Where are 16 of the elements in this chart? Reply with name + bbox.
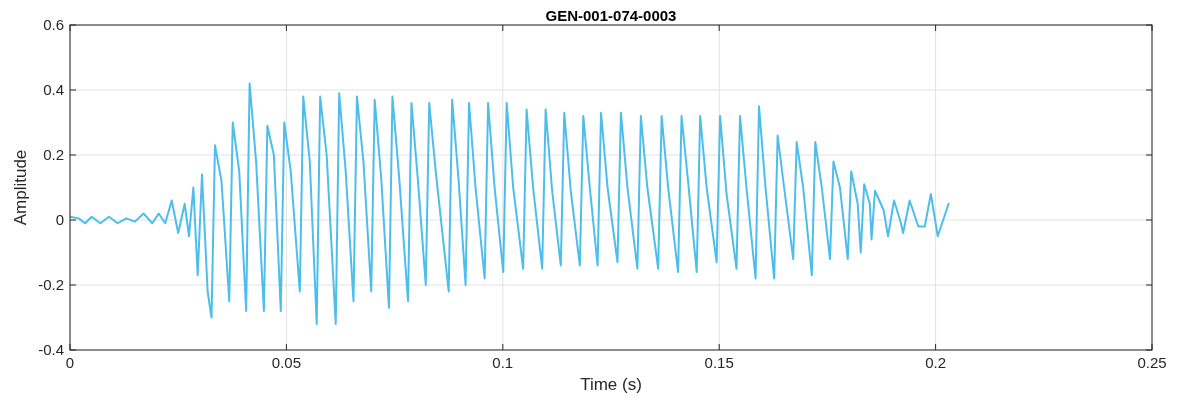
chart-title: GEN-001-074-0003	[545, 7, 677, 24]
x-tick-label: 0.2	[925, 354, 947, 371]
x-tick-label: 0.05	[271, 354, 301, 371]
line-series	[70, 82, 950, 325]
y-tick-label: -0.4	[38, 341, 64, 358]
y-tick-label: 0.4	[43, 81, 64, 98]
x-tick-label: 0.25	[1137, 354, 1167, 371]
x-tick-label: 0.15	[704, 354, 734, 371]
y-tick-label: 0.6	[43, 16, 64, 33]
x-tick-label: 0.1	[492, 354, 514, 371]
y-tick-label: 0	[55, 211, 64, 228]
x-axis-title: Time (s)	[580, 375, 642, 394]
y-axis-title: Amplitude	[11, 149, 30, 226]
x-tick-label: 0	[65, 354, 75, 371]
y-tick-label: 0.2	[43, 146, 64, 163]
y-tick-label: -0.2	[38, 276, 64, 293]
